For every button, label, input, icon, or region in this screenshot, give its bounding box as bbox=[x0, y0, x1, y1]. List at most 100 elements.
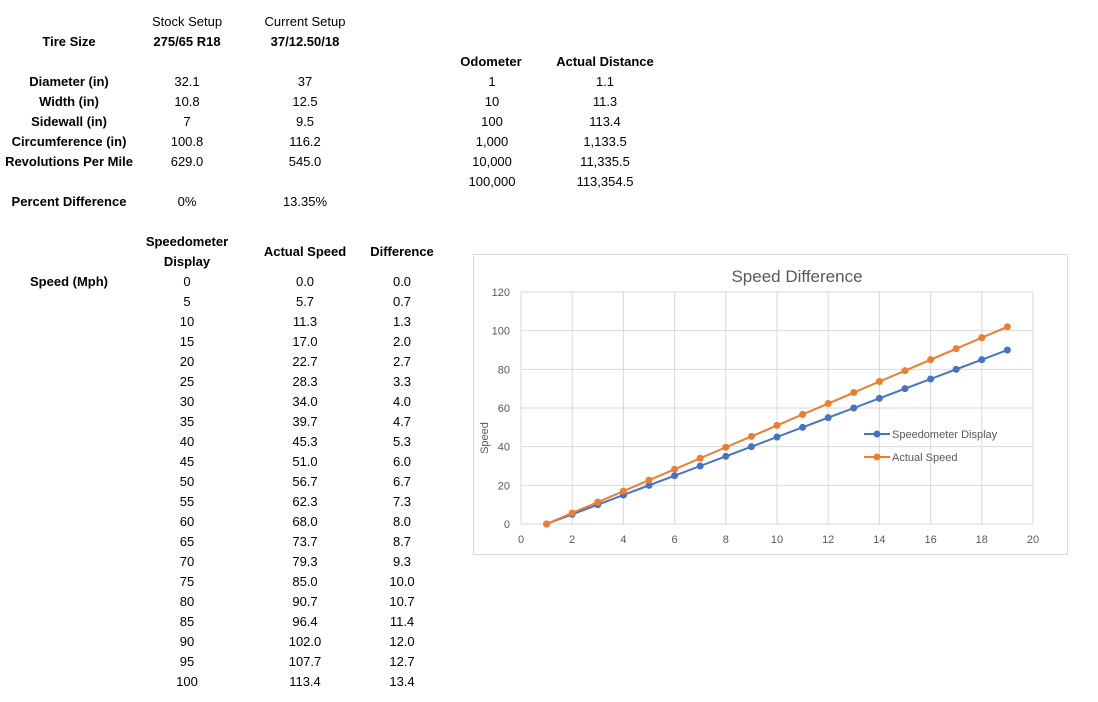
speedometer-display-value: 40 bbox=[179, 434, 195, 449]
y-tick-label: 20 bbox=[498, 480, 510, 492]
actual-speed-value: 28.3 bbox=[292, 374, 318, 389]
legend-label-1: Actual Speed bbox=[892, 452, 957, 464]
series-point-1 bbox=[722, 443, 730, 451]
tire-row-stock: 10.8 bbox=[174, 94, 200, 109]
actual-speed-value: 79.3 bbox=[292, 554, 318, 569]
speed-difference-chart: 0 20 40 60 80 100 120 0 2 4 6 8 10 12 14 16 18 20 Speed Di… bbox=[479, 267, 1039, 546]
y-tick-label: 80 bbox=[498, 364, 510, 376]
speedometer-display-value: 55 bbox=[179, 494, 195, 509]
series-point-0 bbox=[696, 462, 704, 470]
col-header-actual-speed: Actual Speed bbox=[263, 244, 347, 259]
series-point-1 bbox=[1003, 323, 1011, 331]
series-point-0 bbox=[927, 375, 935, 383]
series-point-1 bbox=[875, 378, 883, 386]
speedometer-display-value: 35 bbox=[179, 414, 195, 429]
difference-value: 4.7 bbox=[392, 414, 412, 429]
actual-distance-value: 11.3 bbox=[592, 94, 618, 109]
difference-value: 10.0 bbox=[389, 574, 415, 589]
actual-speed-value: 0.0 bbox=[295, 274, 315, 289]
chart-title: Speed Difference bbox=[731, 267, 862, 286]
speedometer-display-value: 0 bbox=[183, 274, 191, 289]
difference-value: 9.3 bbox=[392, 554, 412, 569]
series-point-1 bbox=[696, 454, 704, 462]
series-point-1 bbox=[978, 334, 986, 342]
col-header-speedometer-1: Speedometer bbox=[145, 234, 229, 249]
speedometer-display-value: 75 bbox=[179, 574, 195, 589]
odometer-value: 1 bbox=[488, 74, 496, 89]
actual-speed-value: 85.0 bbox=[292, 574, 318, 589]
actual-speed-value: 34.0 bbox=[292, 394, 318, 409]
col-header-actual-distance: Actual Distance bbox=[556, 54, 654, 69]
y-tick-label: 120 bbox=[492, 287, 510, 299]
actual-distance-value: 11,335.5 bbox=[580, 154, 630, 169]
series-point-0 bbox=[645, 481, 653, 489]
tire-row-label: Sidewall (in) bbox=[31, 114, 107, 129]
speedometer-display-value: 5 bbox=[183, 294, 191, 309]
actual-speed-value: 22.7 bbox=[292, 354, 318, 369]
actual-speed-value: 102.0 bbox=[288, 634, 322, 649]
difference-value: 8.0 bbox=[392, 514, 412, 529]
x-tick-label: 10 bbox=[771, 534, 783, 546]
legend-label-0: Speedometer Display bbox=[892, 429, 998, 441]
difference-value: 12.0 bbox=[389, 634, 415, 649]
col-header-odometer: Odometer bbox=[460, 54, 522, 69]
y-tick-label: 0 bbox=[504, 519, 510, 531]
x-tick-label: 2 bbox=[569, 534, 575, 546]
col-header-difference: Difference bbox=[370, 244, 434, 259]
series-point-0 bbox=[901, 385, 909, 393]
difference-value: 10.7 bbox=[389, 594, 415, 609]
series-point-1 bbox=[824, 400, 832, 408]
difference-value: 5.3 bbox=[392, 434, 412, 449]
x-tick-label: 14 bbox=[873, 534, 885, 546]
difference-value: 11.4 bbox=[389, 614, 415, 629]
difference-value: 12.7 bbox=[389, 654, 415, 669]
x-tick-label: 0 bbox=[518, 534, 524, 546]
tire-row-stock: 100.8 bbox=[170, 134, 204, 149]
speedometer-display-value: 70 bbox=[179, 554, 195, 569]
x-tick-label: 6 bbox=[672, 534, 678, 546]
actual-speed-value: 90.7 bbox=[292, 594, 318, 609]
percent-diff-stock: 0% bbox=[177, 194, 197, 209]
series-point-0 bbox=[671, 472, 679, 480]
actual-distance-value: 1,133.5 bbox=[583, 134, 627, 149]
chart-container: 0 20 40 60 80 100 120 0 2 4 6 8 10 12 14 16 18 20 Speed Di… bbox=[473, 254, 1068, 555]
speedometer-display-value: 80 bbox=[179, 594, 195, 609]
series-point-1 bbox=[619, 487, 627, 495]
col-header-current: Current Setup bbox=[264, 14, 346, 29]
actual-speed-value: 96.4 bbox=[292, 614, 318, 629]
percent-diff-current: 13.35% bbox=[282, 194, 328, 209]
speedometer-display-value: 65 bbox=[179, 534, 195, 549]
series-point-1 bbox=[671, 465, 679, 473]
actual-distance-value: 113.4 bbox=[589, 114, 621, 129]
speedometer-display-value: 50 bbox=[179, 474, 195, 489]
speed-row-label: Speed (Mph) bbox=[30, 274, 108, 289]
tire-row-label: Revolutions Per Mile bbox=[5, 154, 133, 169]
series-point-1 bbox=[645, 476, 653, 484]
actual-speed-value: 45.3 bbox=[292, 434, 318, 449]
tire-row-stock: 629.0 bbox=[170, 154, 204, 169]
series-point-0 bbox=[850, 404, 858, 412]
series-point-0 bbox=[722, 452, 730, 460]
actual-distance-value: 113,354.5 bbox=[576, 174, 634, 189]
series-point-1 bbox=[850, 389, 858, 397]
odometer-value: 1,000 bbox=[475, 134, 509, 149]
tire-row-label: Diameter (in) bbox=[29, 74, 109, 89]
percent-diff-label: Percent Difference bbox=[11, 194, 127, 209]
difference-value: 4.0 bbox=[392, 394, 412, 409]
legend-marker-1 bbox=[873, 453, 881, 461]
series-point-0 bbox=[799, 423, 807, 431]
series-point-0 bbox=[952, 365, 960, 373]
tire-row-current: 9.5 bbox=[295, 114, 315, 129]
difference-value: 8.7 bbox=[392, 534, 412, 549]
series-point-1 bbox=[952, 345, 960, 353]
tire-row-label: Circumference (in) bbox=[11, 134, 127, 149]
actual-speed-value: 39.7 bbox=[292, 414, 318, 429]
speedometer-display-value: 25 bbox=[179, 374, 195, 389]
x-tick-label: 18 bbox=[976, 534, 988, 546]
difference-value: 1.3 bbox=[392, 314, 412, 329]
difference-value: 6.0 bbox=[392, 454, 412, 469]
difference-value: 0.7 bbox=[392, 294, 412, 309]
odometer-value: 10 bbox=[484, 94, 500, 109]
difference-value: 13.4 bbox=[389, 674, 415, 689]
series-point-1 bbox=[773, 421, 781, 429]
